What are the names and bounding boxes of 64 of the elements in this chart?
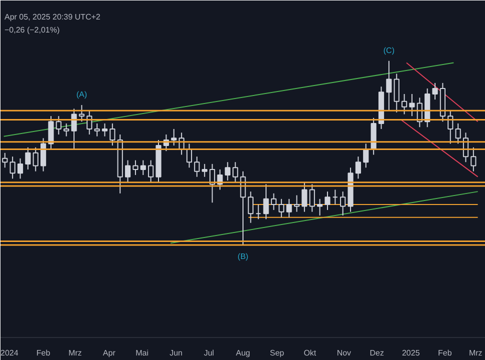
x-tick-label: Apr <box>102 348 116 358</box>
candlestick <box>470 146 476 172</box>
x-tick-label: Sep <box>270 348 285 358</box>
candlestick <box>94 122 100 137</box>
x-tick-label: Mrz <box>468 348 482 358</box>
x-tick-label: 2024 <box>0 348 19 358</box>
annotation: (B) <box>238 252 249 261</box>
candlestick <box>401 93 408 115</box>
candlestick <box>56 116 62 135</box>
candlestick <box>270 192 277 210</box>
candlestick <box>278 198 284 218</box>
candlestick <box>10 156 16 180</box>
candlestick <box>202 163 208 178</box>
text: Apr 05, 2025 20:39 UTC+2 <box>4 12 101 22</box>
candlestick <box>409 93 415 117</box>
candlestick <box>240 170 246 246</box>
candlestick <box>263 184 269 220</box>
candlestick <box>286 198 292 218</box>
candlestick <box>48 116 54 150</box>
candlestick <box>140 160 146 176</box>
text: −0,26 (−2,01%) <box>4 26 60 34</box>
candlestick <box>110 122 116 146</box>
x-tick-label: Feb <box>438 348 452 358</box>
annotation: (A) <box>76 90 88 100</box>
x-tick-label: Feb <box>36 348 51 358</box>
candlestick <box>355 156 362 180</box>
x-tick-label: Dez <box>370 348 384 358</box>
candlestick <box>340 191 346 216</box>
candlestick <box>64 122 70 137</box>
candlestick <box>40 138 46 172</box>
candlestick <box>194 156 200 178</box>
x-tick-label: Aug <box>236 348 250 358</box>
candlestick <box>248 191 254 224</box>
candlestick <box>148 160 154 183</box>
x-tick-label: 2025 <box>402 348 420 358</box>
x-tick-label: Okt <box>304 348 317 358</box>
candlestick <box>25 146 31 170</box>
candlestick <box>124 160 131 183</box>
x-tick-label: Mrz <box>68 348 82 358</box>
candlestick <box>17 158 24 180</box>
candlestick <box>294 194 300 212</box>
candlestick <box>71 108 77 150</box>
candlestick <box>386 60 392 112</box>
candlestick <box>232 162 238 183</box>
x-tick-label: Jul <box>204 348 214 358</box>
x-tick-label: Nov <box>336 348 352 358</box>
candlestick <box>32 146 38 172</box>
candlestick <box>324 191 330 210</box>
x-tick-label: Mai <box>136 348 149 358</box>
candlestick <box>309 184 315 212</box>
annotation: (C) <box>383 46 395 55</box>
candlestick <box>132 160 138 176</box>
candlestick <box>394 73 400 113</box>
candlestick <box>302 182 308 212</box>
candlestick <box>455 122 461 144</box>
candlestick <box>171 128 177 146</box>
candlestick <box>78 104 85 122</box>
candlestick <box>224 162 230 182</box>
candlestick <box>102 122 108 137</box>
x-tick-label: Jun <box>170 348 183 358</box>
candlestick <box>432 82 438 100</box>
candlestick <box>317 198 323 216</box>
candlestick <box>332 189 338 205</box>
candlestick <box>256 204 262 220</box>
